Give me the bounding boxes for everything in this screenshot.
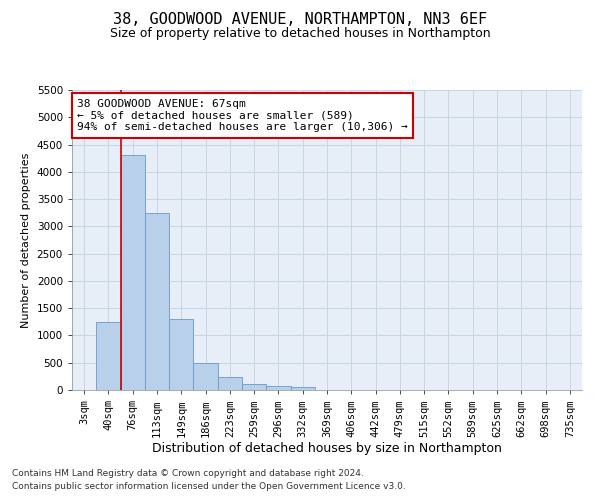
Bar [266,386,290,390]
Y-axis label: Number of detached properties: Number of detached properties [21,152,31,328]
Text: 38 GOODWOOD AVENUE: 67sqm
← 5% of detached houses are smaller (589)
94% of semi-: 38 GOODWOOD AVENUE: 67sqm ← 5% of detach… [77,99,408,132]
Text: Contains public sector information licensed under the Open Government Licence v3: Contains public sector information licen… [12,482,406,491]
Bar [218,378,242,390]
X-axis label: Distribution of detached houses by size in Northampton: Distribution of detached houses by size … [152,442,502,455]
Text: Contains HM Land Registry data © Crown copyright and database right 2024.: Contains HM Land Registry data © Crown c… [12,468,364,477]
Bar [193,362,218,390]
Bar [242,384,266,390]
Text: Size of property relative to detached houses in Northampton: Size of property relative to detached ho… [110,28,490,40]
Bar [121,156,145,390]
Bar [145,212,169,390]
Bar [169,319,193,390]
Bar [290,388,315,390]
Text: 38, GOODWOOD AVENUE, NORTHAMPTON, NN3 6EF: 38, GOODWOOD AVENUE, NORTHAMPTON, NN3 6E… [113,12,487,28]
Bar [96,322,121,390]
